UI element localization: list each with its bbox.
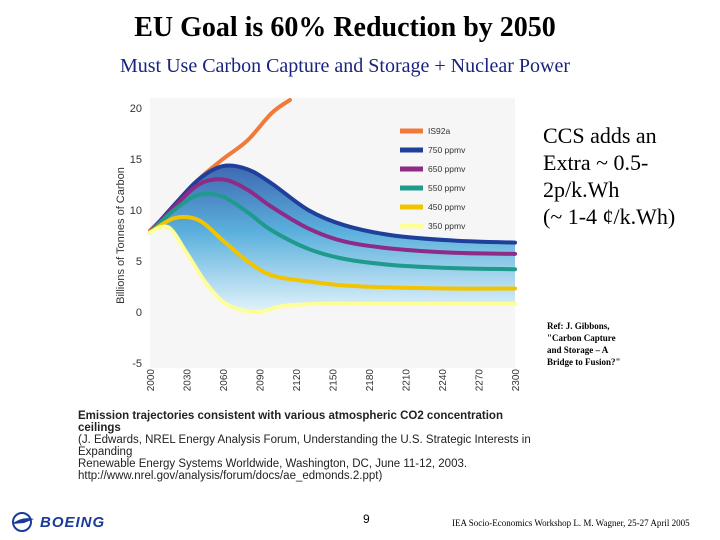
- y-axis-label: Billions of Tonnes of Carbon: [115, 167, 127, 304]
- x-tick-label: 2150: [329, 369, 340, 392]
- ccs-note-line: 2p/k.Wh: [543, 177, 620, 202]
- x-tick-label: 2240: [438, 369, 449, 392]
- x-tick-label: 2090: [256, 369, 267, 392]
- series-line-450: [148, 214, 517, 291]
- legend-label: 750 ppmv: [428, 145, 466, 155]
- series-line-750: [148, 163, 517, 245]
- boeing-logo: BOEING: [10, 508, 140, 536]
- y-tick-label: 5: [136, 256, 142, 268]
- reference-line: and Storage – A: [547, 345, 609, 355]
- x-tick-label: 2300: [511, 369, 522, 392]
- series-line-350: [148, 224, 517, 315]
- x-tick-label: 2000: [146, 369, 157, 392]
- boeing-symbol-icon: [12, 512, 34, 532]
- ccs-note-line: (~ 1-4 ¢/k.Wh): [543, 204, 676, 229]
- x-tick-label: 2030: [183, 369, 194, 392]
- caption-line: Renewable Energy Systems Worldwide, Wash…: [78, 458, 468, 470]
- caption-line: Emission trajectories consistent with va…: [78, 410, 503, 434]
- page-number: 9: [363, 512, 370, 526]
- x-tick-label: 2180: [365, 369, 376, 392]
- series-line-550: [148, 191, 517, 272]
- legend-label: 650 ppmv: [428, 164, 466, 174]
- boeing-wordmark: BOEING: [40, 513, 106, 531]
- legend-label: 550 ppmv: [428, 183, 466, 193]
- reference-note: Ref: J. Gibbons, "Carbon Capture and Sto…: [547, 320, 667, 368]
- legend-label: 350 ppmv: [428, 221, 466, 231]
- reference-line: Ref: J. Gibbons,: [547, 321, 610, 331]
- reference-line: "Carbon Capture: [547, 333, 616, 343]
- ccs-note-line: Extra ~ 0.5-: [543, 150, 649, 175]
- ccs-note-line: CCS adds an: [543, 123, 657, 148]
- legend-label: IS92a: [428, 126, 450, 136]
- y-tick-label: 10: [130, 205, 142, 217]
- x-tick-label: 2270: [475, 369, 486, 392]
- x-tick-label: 2060: [219, 369, 230, 392]
- slide-title: EU Goal is 60% Reduction by 2050: [134, 12, 556, 43]
- x-tick-label: 2120: [292, 369, 303, 392]
- caption-line: (J. Edwards, NREL Energy Analysis Forum,…: [78, 434, 531, 458]
- figure-caption: Emission trajectories consistent with va…: [78, 410, 548, 482]
- slide-subtitle: Must Use Carbon Capture and Storage + Nu…: [119, 55, 571, 77]
- series-layer: [148, 98, 517, 315]
- ccs-cost-note: CCS adds an Extra ~ 0.5- 2p/k.Wh (~ 1-4 …: [543, 122, 718, 230]
- emissions-chart: IS92a 750 ppmv 650 ppmv 550 ppmv 450 ppmv 350…: [115, 98, 522, 391]
- footer-event-text: IEA Socio-Economics Workshop L. M. Wagne…: [452, 518, 690, 528]
- series-line-650: [148, 177, 517, 256]
- y-tick-label: 20: [130, 103, 142, 115]
- reference-line: Bridge to Fusion?": [547, 357, 621, 367]
- x-tick-label: 2210: [402, 369, 413, 392]
- chart-axes: 20 15 10 5 0 -5 2000 2030 2060 2090 2120 2150 2180 22…: [115, 103, 522, 391]
- y-tick-label: 0: [136, 307, 142, 319]
- y-tick-label: 15: [130, 154, 142, 166]
- y-tick-label: -5: [132, 358, 142, 370]
- chart-legend: IS92a 750 ppmv 650 ppmv 550 ppmv 450 ppmv 350…: [400, 126, 466, 231]
- legend-label: 450 ppmv: [428, 202, 466, 212]
- caption-link[interactable]: http://www.nrel.gov/analysis/forum/docs/…: [78, 470, 383, 482]
